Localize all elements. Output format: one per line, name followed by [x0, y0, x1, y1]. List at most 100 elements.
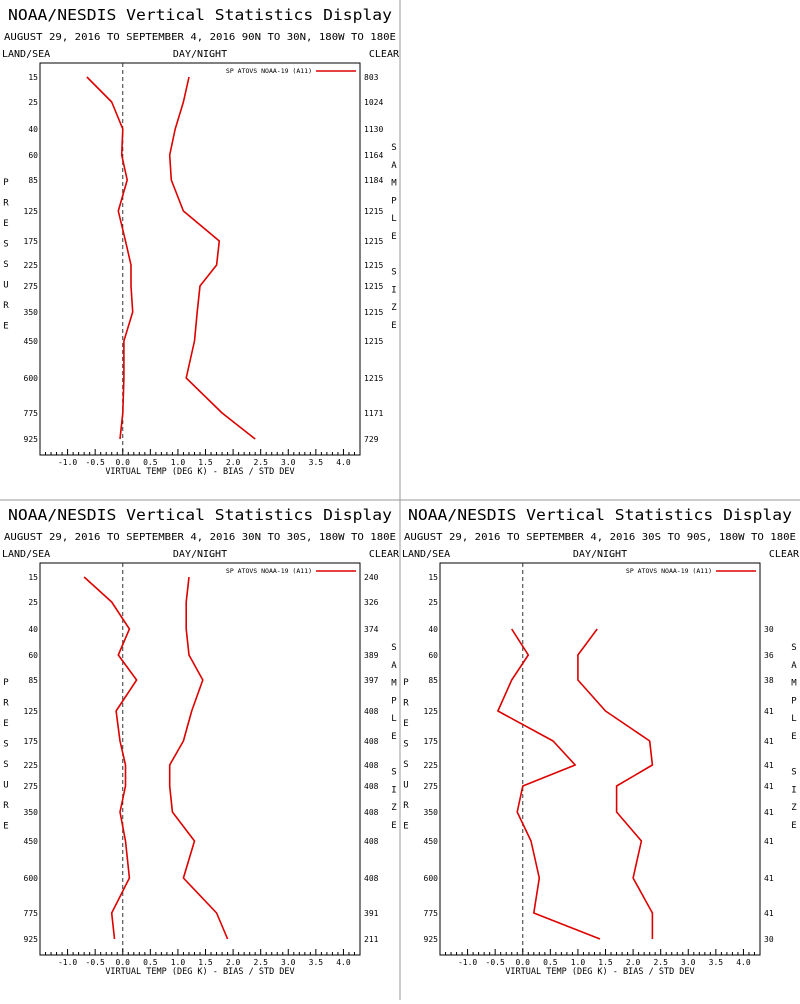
pressure-level-label: 600	[24, 874, 39, 883]
pressure-axis-letter: S	[403, 740, 408, 750]
x-tick-label: 3.5	[309, 458, 324, 467]
sample-size-axis-letter: E	[391, 321, 396, 331]
sample-size-label: 41	[764, 761, 774, 770]
sample-size-label: 41	[764, 782, 774, 791]
pressure-level-label: 25	[428, 598, 438, 607]
sample-size-axis-letter: S	[391, 143, 396, 153]
x-tick-label: 0.0	[116, 458, 131, 467]
chart-title: NOAA/NESDIS Vertical Statistics Display	[408, 506, 792, 524]
pressure-level-label: 60	[428, 651, 438, 660]
pressure-level-label: 85	[28, 676, 38, 685]
pressure-level-label: 125	[24, 207, 39, 216]
land-sea-label: LAND/SEA	[2, 549, 50, 560]
x-axis-label: VIRTUAL TEMP (DEG K) - BIAS / STD DEV	[505, 967, 694, 977]
pressure-level-label: 125	[424, 707, 439, 716]
pressure-level-label: 925	[424, 935, 439, 944]
std-dev-series-line	[168, 576, 229, 940]
x-tick-label: 1.0	[571, 958, 586, 967]
pressure-level-label: 450	[24, 337, 39, 346]
chart-subtitle: AUGUST 29, 2016 TO SEPTEMBER 4, 2016 90N…	[4, 32, 396, 43]
x-tick-label: 1.0	[171, 458, 186, 467]
sample-size-label: 1215	[364, 261, 383, 270]
legend-label: SP ATOVS NOAA-19 (A11)	[626, 567, 712, 575]
sample-size-axis-letter: Z	[391, 303, 397, 313]
day-night-label: DAY/NIGHT	[173, 49, 227, 60]
x-tick-label: 1.5	[198, 458, 213, 467]
sample-size-axis-letter: E	[391, 232, 396, 242]
pressure-level-label: 775	[24, 409, 39, 418]
x-tick-label: 1.0	[171, 958, 186, 967]
pressure-axis-letter: P	[3, 678, 9, 688]
pressure-level-label: 15	[428, 573, 438, 582]
sample-size-label: 729	[364, 435, 379, 444]
sample-size-axis-letter: P	[391, 196, 397, 206]
sample-size-axis-letter: M	[391, 179, 397, 189]
sample-size-label: 211	[364, 935, 379, 944]
pressure-level-label: 225	[24, 261, 39, 270]
pressure-axis-letter: R	[3, 301, 9, 311]
clear-label: CLEAR	[369, 49, 400, 60]
sample-size-label: 408	[364, 874, 379, 883]
x-axis-label: VIRTUAL TEMP (DEG K) - BIAS / STD DEV	[105, 967, 294, 977]
pressure-level-label: 25	[28, 598, 38, 607]
pressure-level-label: 15	[28, 73, 38, 82]
sample-size-label: 30	[764, 625, 774, 634]
x-tick-label: -1.0	[458, 958, 477, 967]
chart-panel-2: NOAA/NESDIS Vertical Statistics Display A…	[2, 506, 400, 977]
pressure-level-label: 225	[424, 761, 439, 770]
sample-size-axis-letter: Z	[391, 803, 397, 813]
x-tick-label: 2.5	[253, 458, 268, 467]
x-tick-label: 0.5	[143, 458, 158, 467]
pressure-level-label: 60	[28, 651, 38, 660]
pressure-axis-letter: P	[403, 678, 409, 688]
chart-subtitle: AUGUST 29, 2016 TO SEPTEMBER 4, 2016 30N…	[4, 532, 396, 543]
sample-size-axis-letter: I	[391, 285, 396, 295]
pressure-level-label: 15	[28, 573, 38, 582]
pressure-axis-letter: E	[3, 219, 8, 229]
pressure-level-label: 275	[24, 782, 39, 791]
land-sea-label: LAND/SEA	[402, 549, 450, 560]
pressure-axis-letter: S	[3, 740, 8, 750]
sample-size-axis-letter: S	[791, 643, 796, 653]
x-tick-label: 0.0	[516, 958, 531, 967]
bias-series-line	[86, 76, 134, 440]
pressure-axis-letter: U	[3, 781, 8, 791]
x-tick-label: 2.5	[253, 958, 268, 967]
x-tick-label: -0.5	[486, 958, 505, 967]
clear-label: CLEAR	[369, 549, 400, 560]
sample-size-axis-letter: L	[391, 214, 396, 224]
sample-size-label: 41	[764, 737, 774, 746]
sample-size-label: 408	[364, 761, 379, 770]
pressure-axis-letter: S	[3, 760, 8, 770]
pressure-level-label: 925	[24, 935, 39, 944]
sample-size-axis-letter: E	[791, 732, 796, 742]
sample-size-axis-letter: I	[391, 785, 396, 795]
sample-size-label: 408	[364, 782, 379, 791]
pressure-axis-letter: S	[403, 760, 408, 770]
sample-size-axis-letter: A	[791, 661, 797, 671]
pressure-axis-letter: S	[3, 240, 8, 250]
land-sea-label: LAND/SEA	[2, 49, 50, 60]
plot-frame	[439, 562, 761, 956]
pressure-axis-letter: U	[3, 281, 8, 291]
sample-size-axis-letter: Z	[791, 803, 797, 813]
pressure-axis-letter: R	[3, 699, 9, 709]
sample-size-axis-letter: M	[391, 679, 397, 689]
sample-size-label: 1215	[364, 237, 383, 246]
day-night-label: DAY/NIGHT	[573, 549, 627, 560]
pressure-axis-letter: R	[3, 199, 9, 209]
bias-series-line	[83, 576, 138, 940]
pressure-level-label: 40	[28, 125, 38, 134]
sample-size-axis-letter: L	[391, 714, 396, 724]
sample-size-label: 803	[364, 73, 379, 82]
sample-size-label: 41	[764, 808, 774, 817]
pressure-axis-letter: E	[3, 822, 8, 832]
sample-size-label: 408	[364, 707, 379, 716]
legend-label: SP ATOVS NOAA-19 (A11)	[226, 67, 312, 75]
sample-size-axis-letter: S	[391, 268, 396, 278]
sample-size-label: 1215	[364, 337, 383, 346]
sample-size-label: 41	[764, 837, 774, 846]
legend-label: SP ATOVS NOAA-19 (A11)	[226, 567, 312, 575]
pressure-level-label: 40	[428, 625, 438, 634]
